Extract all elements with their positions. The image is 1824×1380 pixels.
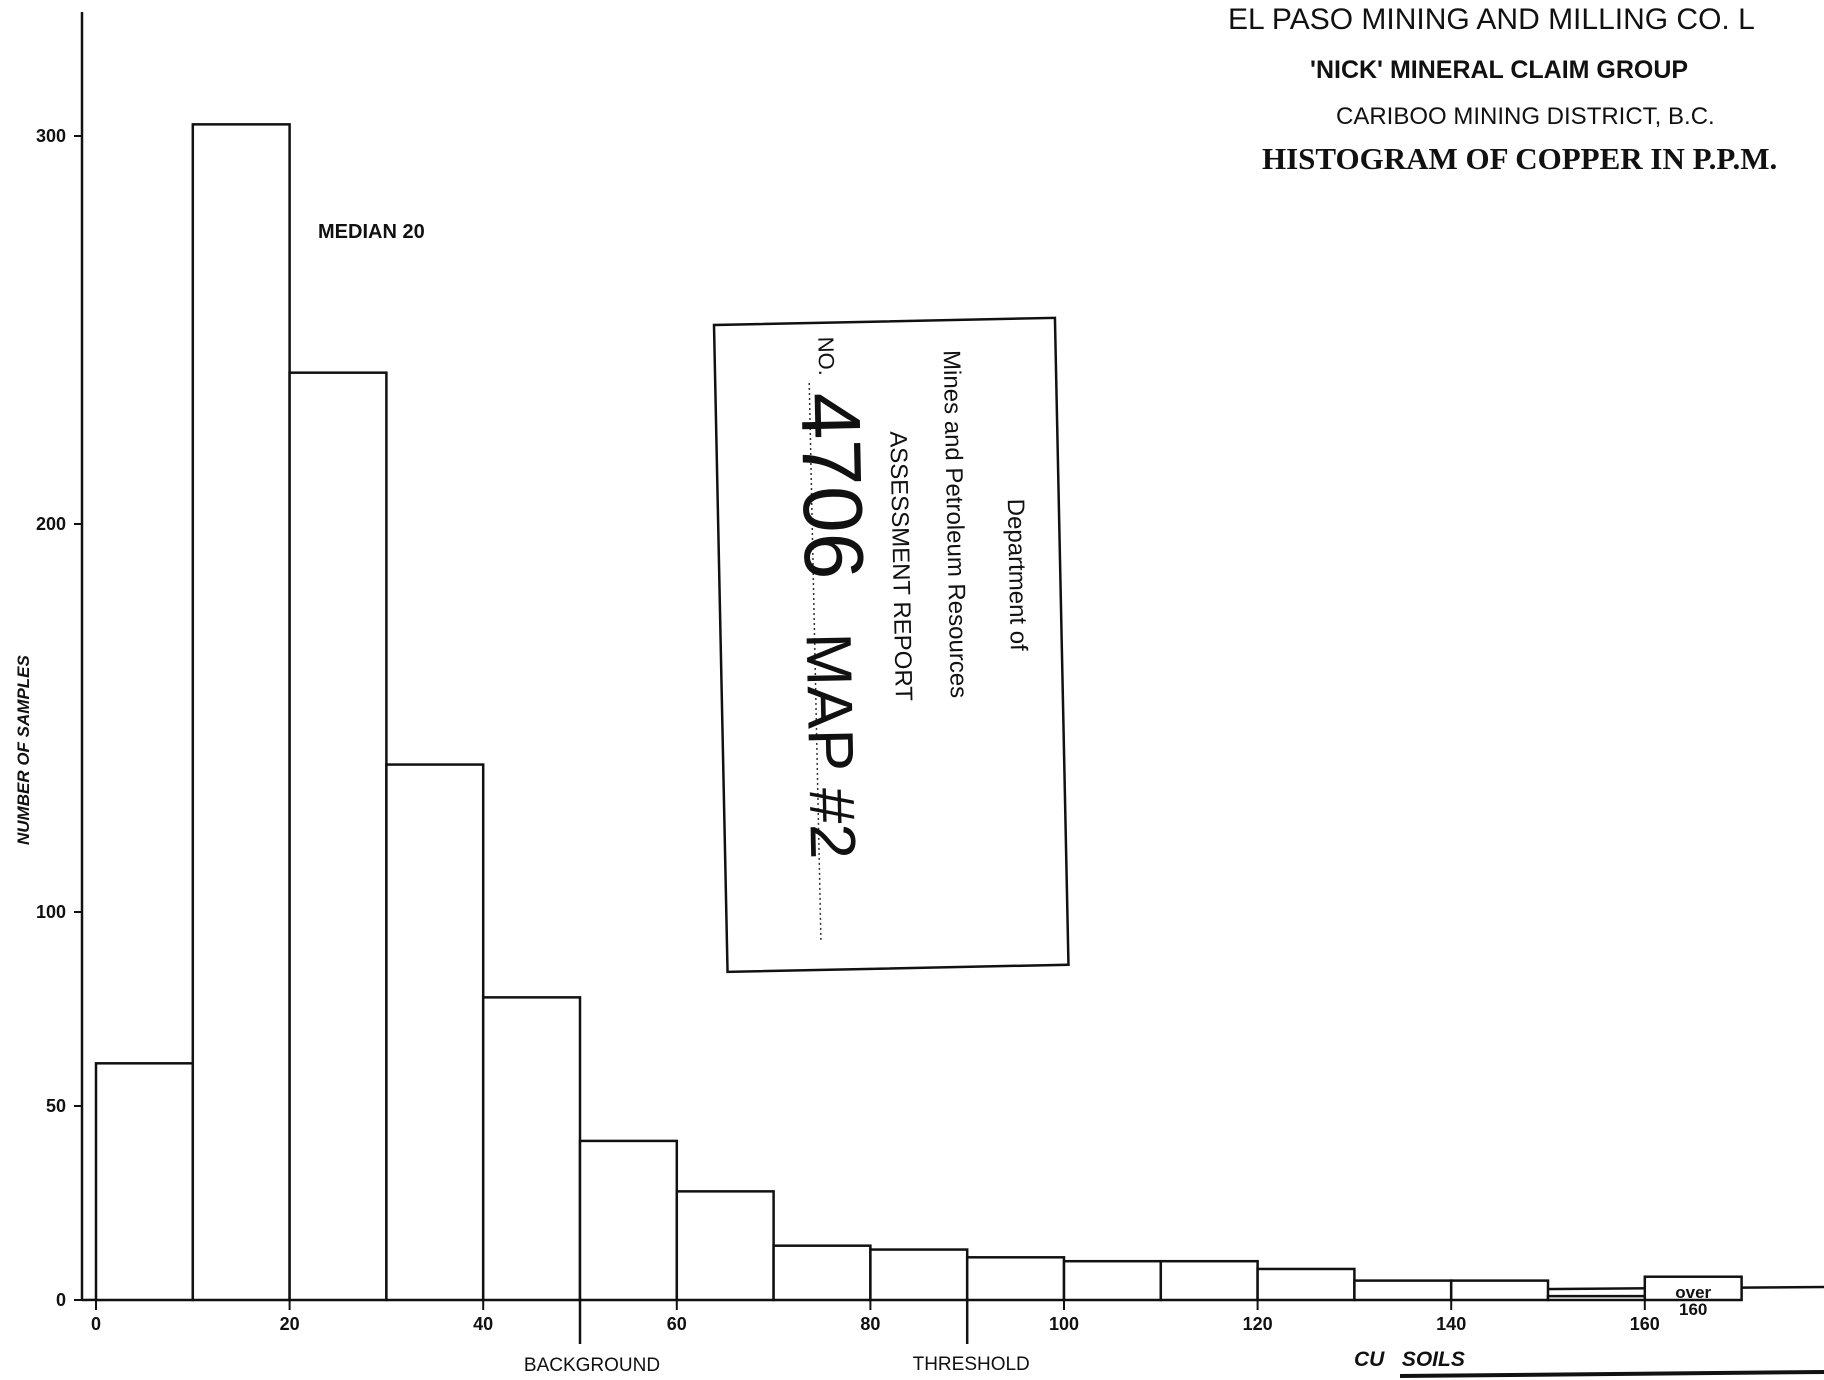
histogram-bar [288,371,388,1302]
histogram-bar [965,1256,1066,1302]
histogram-bar [869,1248,969,1302]
background-label: BACKGROUND [524,1355,660,1376]
threshold-label: THRESHOLD [913,1354,1030,1375]
claim-group: 'NICK' MINERAL CLAIM GROUP [1310,56,1688,84]
company-name: EL PASO MINING AND MILLING CO. L [1228,3,1755,36]
x-tick-label: 60 [667,1314,687,1334]
x-tick-label: 80 [860,1314,880,1334]
mining-district: CARIBOO MINING DISTRICT, B.C. [1336,103,1715,130]
x-over-label: 160 [1679,1300,1707,1319]
stamp-report-number: 4706 [783,392,881,581]
stamp-border [712,316,1070,974]
histogram-bar [578,1139,679,1302]
histogram-bar [1643,1275,1743,1302]
histogram-bar [1256,1267,1356,1302]
x-axis-thick-line [1399,1370,1824,1378]
report-header: EL PASO MINING AND MILLING CO. L 'NICK' … [1228,3,1777,176]
stamp-map-number: MAP #2 [792,632,869,860]
x-tick-label: 20 [280,1314,300,1334]
x-tick-label: 0 [91,1314,101,1334]
stamp-no-label: NO. [813,336,839,376]
y-tick-label: 100 [36,902,66,922]
y-tick-label: 300 [36,126,66,146]
histogram-bar [1449,1279,1550,1302]
y-tick-label: 200 [36,514,66,534]
x-tick-label: 100 [1049,1314,1079,1334]
histogram-bar [1353,1279,1453,1302]
histogram-bar [1546,1294,1647,1302]
x-over-label: over [1675,1283,1711,1302]
y-axis-label: NUMBER OF SAMPLES [14,655,33,846]
x-tick-label: 160 [1630,1314,1660,1334]
stamp-dept-line: Department of [1002,498,1032,651]
y-tick-label: 0 [56,1290,66,1310]
histogram-bar [675,1190,775,1302]
histogram-bar [94,1062,195,1302]
histogram-bar [481,996,582,1302]
histogram-bar [385,763,485,1302]
y-tick-label: 50 [46,1096,66,1116]
stamp-report-line: ASSESSMENT REPORT [884,431,917,702]
x-tick-label: 40 [473,1314,493,1334]
assessment-stamp: Department of Mines and Petroleum Resour… [712,316,1070,974]
y-ticks: 0 50 100 200 300 [36,126,82,1310]
histogram-bars [94,123,1743,1302]
x-tick-label: 120 [1243,1314,1273,1334]
histogram-bar [1062,1259,1163,1302]
stamp-number-rule [808,383,822,943]
histogram-bar [1159,1259,1259,1302]
x-tick-label: 140 [1436,1314,1466,1334]
x-axis-label: CU SOILS [1354,1348,1465,1371]
chart-title: HISTOGRAM OF COPPER IN P.P.M. [1262,141,1777,176]
histogram-bar [191,123,291,1302]
median-annotation: MEDIAN 20 [318,221,425,243]
histogram-bar [772,1244,872,1302]
